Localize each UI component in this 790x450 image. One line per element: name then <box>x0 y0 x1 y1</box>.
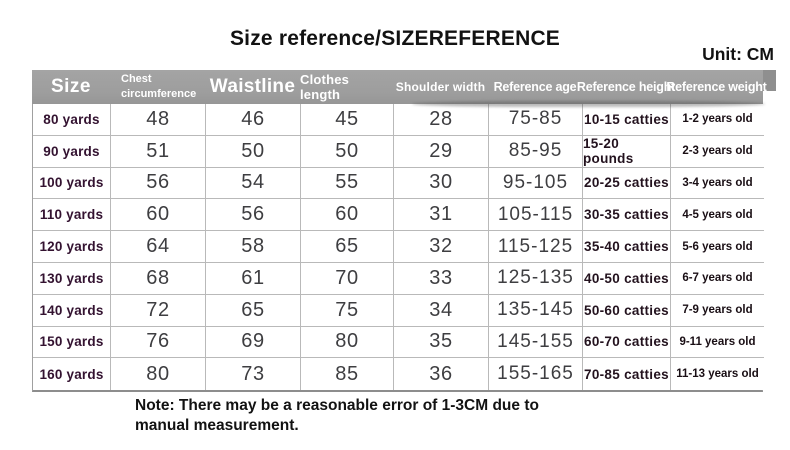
table-cell: 80 <box>301 326 394 359</box>
table-cell: 56 <box>206 199 301 232</box>
table-cell: 61 <box>206 262 301 295</box>
table-cell: 60 <box>301 199 394 232</box>
page-title: Size reference/SIZEREFERENCE <box>229 27 561 50</box>
table-cell: 64 <box>111 231 206 263</box>
table-cell: 30 <box>394 167 489 200</box>
table-cell: 3-4 years old <box>671 167 764 200</box>
table-cell: 70-85 catties <box>583 358 671 391</box>
table-cell: 65 <box>301 231 394 263</box>
row-size-label: 160 yards <box>33 358 111 391</box>
row-size-label: 120 yards <box>33 231 111 263</box>
table-cell: 105-115 <box>489 199 583 232</box>
table-cell: 65 <box>206 294 301 327</box>
table-cell: 4-5 years old <box>671 199 764 232</box>
table-cell: 50 <box>206 135 301 168</box>
row-size-label: 80 yards <box>33 104 111 136</box>
table-cell: 40-50 catties <box>583 262 671 295</box>
table-cell: 11-13 years old <box>671 358 764 391</box>
table-cell: 35 <box>394 326 489 359</box>
table-cell: 36 <box>394 358 489 391</box>
measurement-note: Note: There may be a reasonable error of… <box>135 397 539 434</box>
table-cell: 75-85 <box>489 104 583 136</box>
table-cell: 56 <box>111 167 206 200</box>
table-cell: 29 <box>394 135 489 168</box>
header-shoulder-width: Shoulder width <box>395 80 486 94</box>
header-reference-height: Reference height <box>576 80 676 94</box>
table-cell: 68 <box>111 262 206 295</box>
header-waistline: Waistline <box>209 76 296 97</box>
table-cell: 2-3 years old <box>671 135 764 168</box>
table-cell: 28 <box>394 104 489 136</box>
table-body: 80 yards 48 46 45 28 75-85 10-15 catties 1-2 ye… <box>32 104 764 393</box>
table-cell: 51 <box>111 135 206 168</box>
table-cell: 10-15 catties <box>583 104 671 136</box>
table-cell: 72 <box>111 294 206 327</box>
row-size-label: 90 yards <box>33 135 111 168</box>
table-header-row: Size Chest circumference Waistline Clothes … <box>32 70 776 107</box>
table-cell: 7-9 years old <box>671 294 764 327</box>
unit-label: Unit: CM <box>702 44 774 64</box>
table-cell: 15-20 pounds <box>583 135 671 168</box>
row-size-label: 100 yards <box>33 167 111 200</box>
table-cell: 155-165 <box>489 358 583 391</box>
table-cell: 60 <box>111 199 206 232</box>
header-band-overhang <box>763 70 776 91</box>
table-cell: 35-40 catties <box>583 231 671 263</box>
table-cell: 30-35 catties <box>583 199 671 232</box>
row-size-label: 140 yards <box>33 294 111 327</box>
header-band-shadow <box>412 101 765 107</box>
header-reference-weight: Reference weight <box>666 80 767 94</box>
table-cell: 48 <box>111 104 206 136</box>
table-cell: 69 <box>206 326 301 359</box>
size-reference-table: Size Chest circumference Waistline Clothes … <box>32 70 776 393</box>
table-cell: 34 <box>394 294 489 327</box>
table-cell: 58 <box>206 231 301 263</box>
row-size-label: 150 yards <box>33 326 111 359</box>
table-cell: 125-135 <box>489 262 583 295</box>
table-cell: 33 <box>394 262 489 295</box>
table-cell: 85-95 <box>489 135 583 168</box>
table-cell: 115-125 <box>489 231 583 263</box>
header-clothes-length: Clothes length <box>300 72 350 102</box>
table-cell: 45 <box>301 104 394 136</box>
table-cell: 31 <box>394 199 489 232</box>
table-cell: 73 <box>206 358 301 391</box>
header-size: Size <box>50 76 92 97</box>
table-cell: 5-6 years old <box>671 231 764 263</box>
header-chest-circumference: Chest circumference <box>121 73 197 100</box>
table-cell: 55 <box>301 167 394 200</box>
table-cell: 6-7 years old <box>671 262 764 295</box>
table-cell: 20-25 catties <box>583 167 671 200</box>
table-cell: 50-60 catties <box>583 294 671 327</box>
table-cell: 80 <box>111 358 206 391</box>
table-cell: 54 <box>206 167 301 200</box>
header-reference-age: Reference age <box>493 80 577 94</box>
row-size-label: 110 yards <box>33 199 111 232</box>
table-cell: 76 <box>111 326 206 359</box>
table-cell: 145-155 <box>489 326 583 359</box>
row-size-label: 130 yards <box>33 262 111 295</box>
table-cell: 50 <box>301 135 394 168</box>
table-cell: 46 <box>206 104 301 136</box>
table-cell: 135-145 <box>489 294 583 327</box>
table-cell: 75 <box>301 294 394 327</box>
table-cell: 32 <box>394 231 489 263</box>
table-cell: 85 <box>301 358 394 391</box>
table-cell: 9-11 years old <box>671 326 764 359</box>
table-cell: 60-70 catties <box>583 326 671 359</box>
table-cell: 70 <box>301 262 394 295</box>
table-cell: 95-105 <box>489 167 583 200</box>
table-cell: 1-2 years old <box>671 104 764 136</box>
